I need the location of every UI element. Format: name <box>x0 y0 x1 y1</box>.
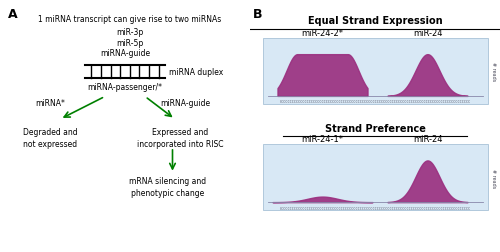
Text: Degraded and: Degraded and <box>22 127 78 136</box>
Text: Strand Preference: Strand Preference <box>324 123 426 134</box>
Text: incorporated into RISC: incorporated into RISC <box>137 139 223 148</box>
Text: mRNA silencing and: mRNA silencing and <box>129 176 206 185</box>
Text: miR-3p: miR-3p <box>116 28 143 37</box>
Text: not expressed: not expressed <box>23 139 77 148</box>
Text: miR-5p: miR-5p <box>116 39 143 48</box>
FancyBboxPatch shape <box>262 39 488 105</box>
Text: A: A <box>8 8 17 20</box>
Text: Equal Strand Expression: Equal Strand Expression <box>308 16 442 26</box>
Text: miR-24-1*: miR-24-1* <box>302 135 344 144</box>
Text: CCCCCCCCCCCCCCCCCCCCCCCCCCCCCCCCCCCCCCCCCCCCCCCCCCCCCCCCCCCCCCCCCCCCCCCCCCCCCCCC: CCCCCCCCCCCCCCCCCCCCCCCCCCCCCCCCCCCCCCCC… <box>280 206 470 210</box>
Text: miRNA-guide: miRNA-guide <box>100 48 150 57</box>
Text: Expressed and: Expressed and <box>152 127 208 136</box>
Text: phenotypic change: phenotypic change <box>131 188 204 198</box>
Text: miR-24: miR-24 <box>413 135 442 144</box>
Text: miRNA-guide: miRNA-guide <box>160 98 210 107</box>
Text: miR-24: miR-24 <box>413 29 442 38</box>
Text: 1 miRNA transcript can give rise to two miRNAs: 1 miRNA transcript can give rise to two … <box>38 15 222 24</box>
Text: # reads: # reads <box>490 62 496 81</box>
Text: B: B <box>252 8 262 20</box>
Text: CCCCCCCCCCCCCCCCCCCCCCCCCCCCCCCCCCCCCCCCCCCCCCCCCCCCCCCCCCCCCCCCCCCCCCCCCCCCCCCC: CCCCCCCCCCCCCCCCCCCCCCCCCCCCCCCCCCCCCCCC… <box>280 100 470 104</box>
Text: miRNA-passenger/*: miRNA-passenger/* <box>88 83 162 92</box>
Text: # reads: # reads <box>490 168 496 187</box>
Text: miRNA duplex: miRNA duplex <box>169 68 223 77</box>
Text: miRNA*: miRNA* <box>35 98 65 107</box>
FancyBboxPatch shape <box>262 145 488 210</box>
Text: miR-24-2*: miR-24-2* <box>302 29 344 38</box>
